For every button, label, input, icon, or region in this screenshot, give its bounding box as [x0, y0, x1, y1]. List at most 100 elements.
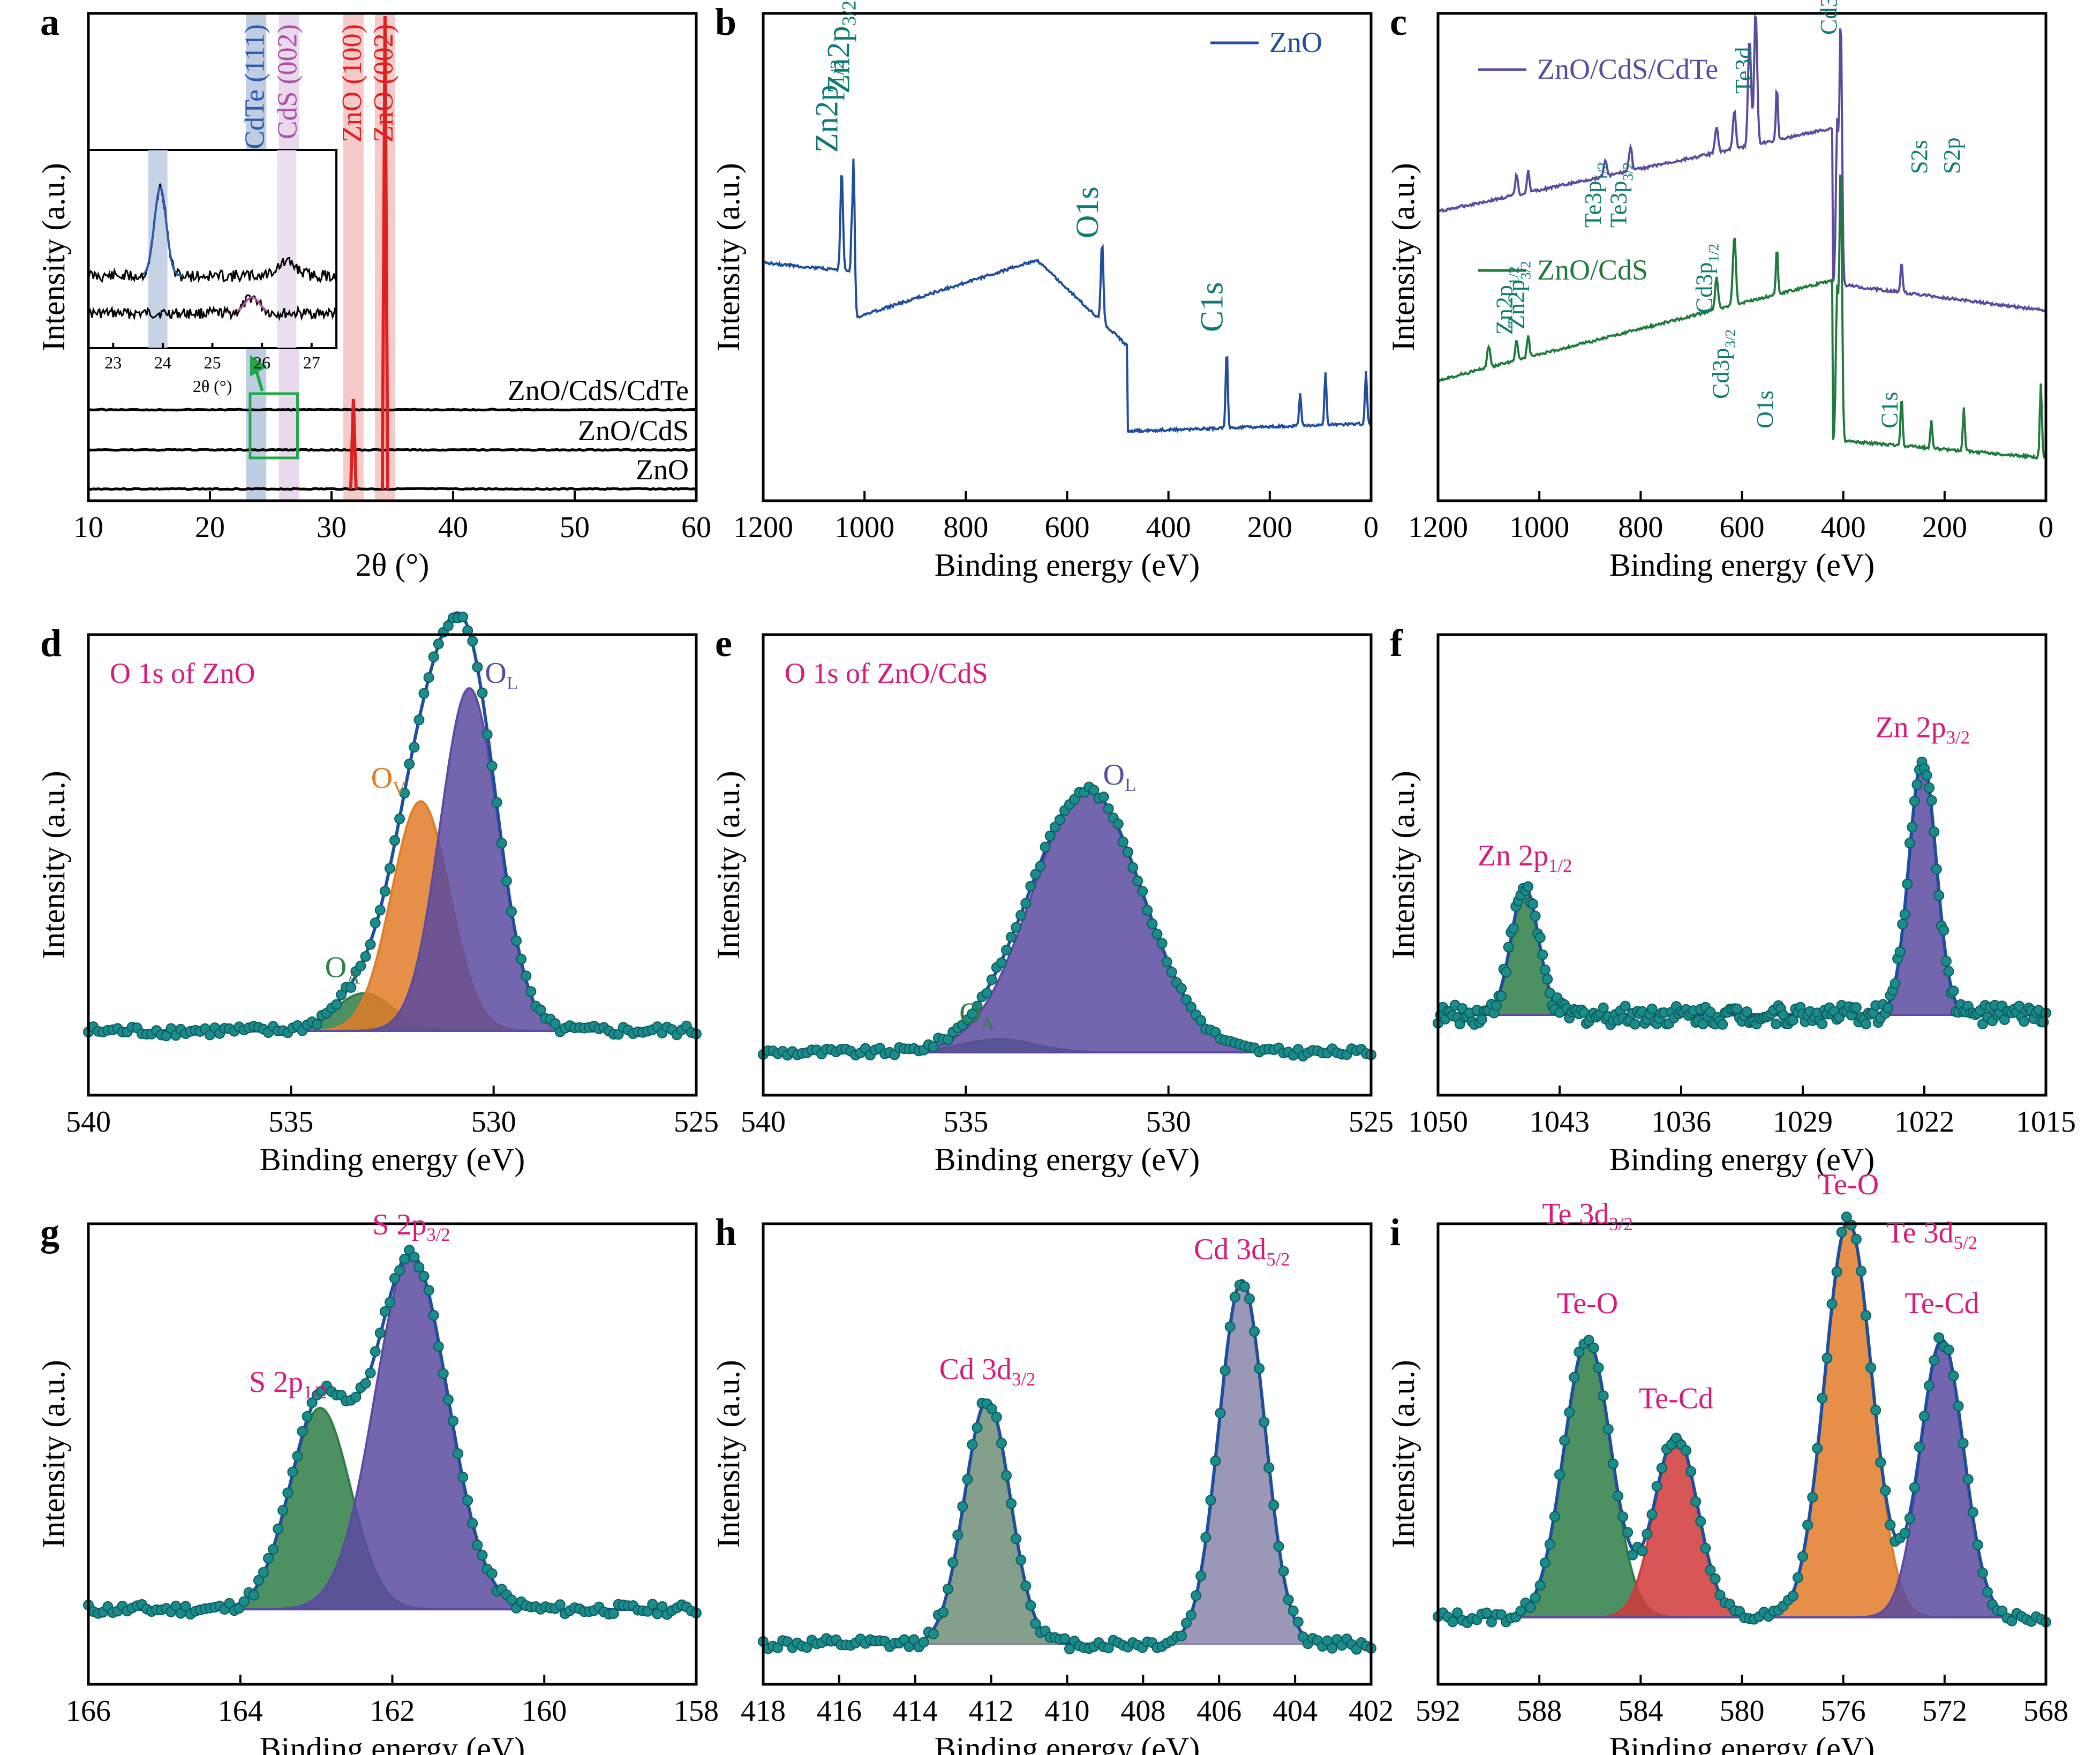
data-point [374, 905, 386, 916]
inset-tick-label: 27 [303, 353, 320, 372]
data-point [2006, 1615, 2018, 1626]
data-point [486, 1568, 498, 1579]
xrd-pattern [88, 487, 697, 491]
x-tick-label: 400 [1146, 511, 1191, 544]
component-label-base: Cd 3d [939, 1353, 1012, 1386]
data-point [608, 1608, 619, 1619]
peak-label: S2p [1939, 138, 1965, 174]
data-point [801, 1642, 812, 1653]
data-point [1953, 1400, 1964, 1412]
data-point [1741, 1006, 1752, 1018]
data-point [1030, 869, 1041, 880]
data-point [477, 687, 488, 698]
data-point [1899, 909, 1910, 920]
x-tick-label: 580 [1720, 1694, 1765, 1728]
data-point [1020, 898, 1032, 909]
data-point [1861, 1019, 1871, 1030]
component-label-sub: 3/2 [426, 1224, 450, 1245]
data-point [1186, 1001, 1196, 1013]
data-point [1929, 1355, 1940, 1366]
x-tick-label: 1036 [1651, 1105, 1711, 1139]
data-point [477, 1549, 488, 1561]
peak-label-base: Te3p [1580, 181, 1606, 228]
component-label-sub: 3/2 [1012, 1369, 1035, 1390]
component-label: Te-Cd [1905, 1287, 1979, 1320]
data-point [996, 1437, 1007, 1449]
data-point [379, 1306, 390, 1317]
data-point [389, 1272, 400, 1284]
x-tick-label: 60 [681, 511, 711, 544]
data-point [943, 1034, 953, 1045]
data-point [1997, 1606, 2008, 1616]
x-tick-label: 30 [317, 511, 347, 544]
data-point [928, 1041, 939, 1052]
data-point [1181, 994, 1192, 1005]
data-point [1025, 880, 1036, 892]
data-point [350, 1391, 362, 1403]
data-point [1151, 929, 1163, 940]
peak-label: Te3p1/2 [1580, 162, 1610, 228]
zno-peak [380, 16, 389, 489]
data-point [1481, 1607, 1492, 1618]
data-point [409, 742, 420, 753]
group-label: Te 3d5/2 [1886, 1216, 1977, 1253]
data-point [292, 1450, 303, 1462]
data-point [1909, 1482, 1920, 1493]
data-point [1001, 945, 1012, 956]
data-point [268, 1543, 279, 1555]
data-point [433, 1341, 444, 1352]
data-point [554, 1599, 566, 1610]
data-point [962, 1474, 973, 1485]
data-point [1940, 955, 1952, 967]
data-point [972, 1000, 983, 1012]
data-point [1508, 923, 1519, 934]
component-label: S 2p3/2 [372, 1208, 450, 1245]
inset-tick-label: 23 [104, 353, 122, 372]
plot-frame-d [87, 633, 698, 1097]
data-point [1890, 978, 1901, 989]
data-point [1911, 779, 1923, 790]
data-point [1292, 1616, 1304, 1628]
component-label-base: O [1103, 758, 1124, 792]
data-point [1836, 1226, 1847, 1238]
data-point [1259, 1417, 1270, 1428]
component-label-base: Zn 2p [1875, 711, 1946, 744]
component-label: Zn 2p3/2 [1875, 711, 1970, 748]
data-point [1210, 1456, 1221, 1466]
component-label: OL [1103, 758, 1136, 795]
x-tick-label: 158 [674, 1694, 719, 1728]
inset-pattern-cdte [87, 183, 337, 284]
data-point [423, 1285, 434, 1296]
data-point [1525, 1602, 1536, 1613]
data-point [486, 760, 498, 772]
band-label: ZnO (002) [368, 24, 399, 142]
data-point [248, 1590, 259, 1601]
data-point [647, 1599, 658, 1610]
data-point [311, 1019, 322, 1030]
data-point [908, 1634, 920, 1645]
data-point [1239, 1281, 1250, 1292]
data-point [1200, 1532, 1211, 1543]
x-tick-label: 1029 [1773, 1105, 1833, 1139]
data-point [438, 1368, 449, 1379]
data-point [1967, 1507, 1978, 1518]
peak-label-sub: 1/2 [1506, 266, 1522, 285]
data-point [1958, 1437, 1969, 1449]
data-point [1807, 1492, 1818, 1503]
data-point [253, 1575, 264, 1586]
x-tick-label: 576 [1821, 1694, 1866, 1728]
y-axis-label: Intensity (a.u.) [36, 1360, 71, 1548]
data-point [448, 1415, 458, 1427]
peak-label: C1s [1876, 392, 1902, 428]
data-point [1627, 1549, 1638, 1561]
data-point [1607, 1458, 1619, 1470]
data-point [389, 835, 400, 846]
component-label-base: Te-Cd [1905, 1287, 1979, 1320]
data-point [928, 1629, 939, 1639]
data-point [1710, 1573, 1721, 1584]
data-point [394, 1265, 405, 1276]
peak-label-base: C1s [1876, 392, 1902, 428]
data-point [972, 1422, 983, 1433]
data-point [1598, 1002, 1609, 1013]
data-point [336, 989, 347, 1000]
